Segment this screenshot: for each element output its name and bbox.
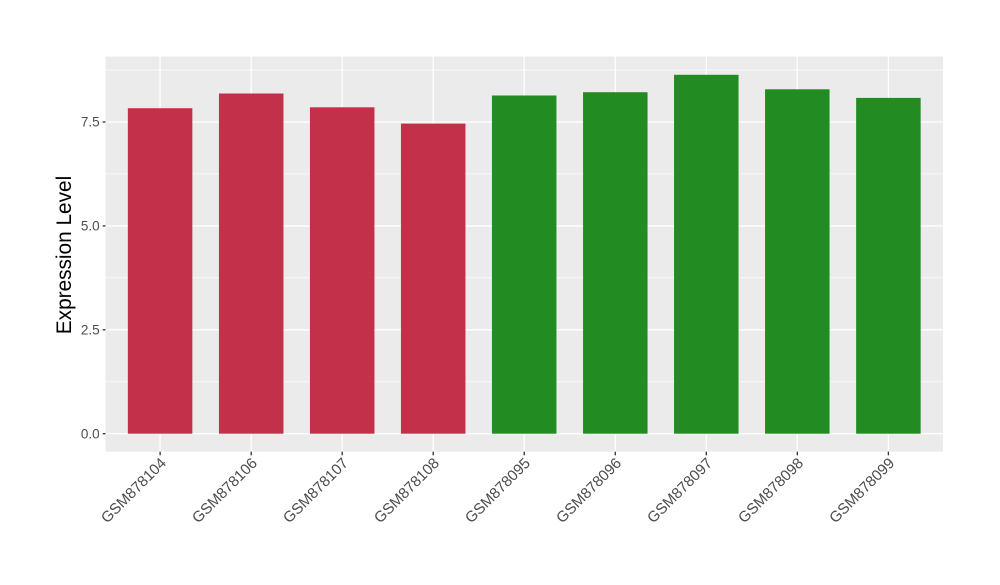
svg-text:Expression Level: Expression Level bbox=[53, 176, 76, 334]
svg-text:0.0: 0.0 bbox=[81, 426, 100, 441]
svg-text:2.5: 2.5 bbox=[81, 323, 100, 338]
svg-text:7.5: 7.5 bbox=[81, 115, 100, 130]
svg-text:5.0: 5.0 bbox=[81, 219, 100, 234]
